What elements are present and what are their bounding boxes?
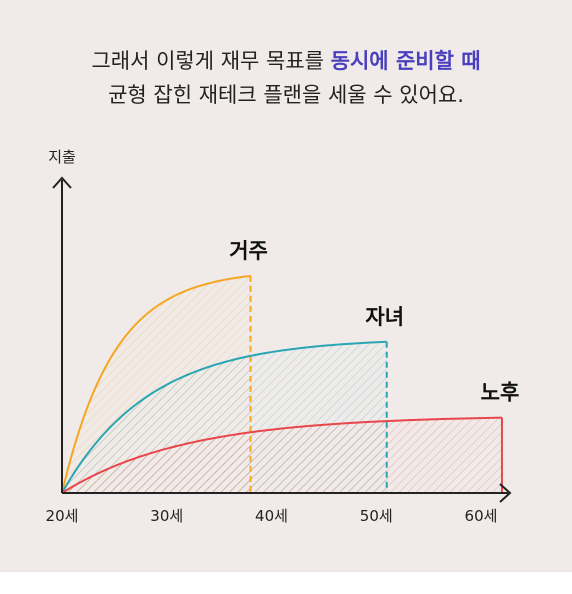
- headline-line-1: 그래서 이렇게 재무 목표를 동시에 준비할 때: [0, 44, 572, 78]
- headline-accent: 동시에 준비할 때: [330, 49, 481, 73]
- bottom-strip: [0, 571, 572, 594]
- y-axis-arrow-icon: [52, 176, 72, 189]
- headline-line-2: 균형 잡힌 재테크 플랜을 세울 수 있어요.: [108, 83, 464, 107]
- x-tick-labels: 20세 30세 40세 50세 60세: [46, 507, 498, 525]
- curve-housing: [61, 274, 251, 494]
- headline-line-1-prefix: 그래서 이렇게 재무 목표를: [91, 49, 331, 73]
- y-axis-label: 지출: [48, 148, 76, 166]
- area-retirement: [62, 417, 502, 493]
- series-label-children: 자녀: [365, 305, 404, 329]
- x-tick-label: 30세: [150, 507, 183, 525]
- x-tick-label: 20세: [46, 507, 79, 525]
- chart-card: 그래서 이렇게 재무 목표를 동시에 준비할 때 균형 잡힌 재테크 플랜을 세…: [0, 0, 572, 571]
- series-label-housing: 거주: [229, 239, 268, 263]
- x-axis-arrow-icon: [499, 483, 512, 503]
- curve-retirement: [61, 416, 502, 494]
- x-tick-label: 60세: [465, 507, 498, 525]
- curve-children: [61, 340, 387, 494]
- axes: 지출: [48, 148, 512, 503]
- x-tick-label: 50세: [360, 507, 393, 525]
- series-label-retirement: 노후: [481, 381, 520, 405]
- headline: 그래서 이렇게 재무 목표를 동시에 준비할 때 균형 잡힌 재테크 플랜을 세…: [0, 44, 572, 112]
- x-tick-label: 40세: [255, 507, 288, 525]
- series-curves: [61, 274, 503, 494]
